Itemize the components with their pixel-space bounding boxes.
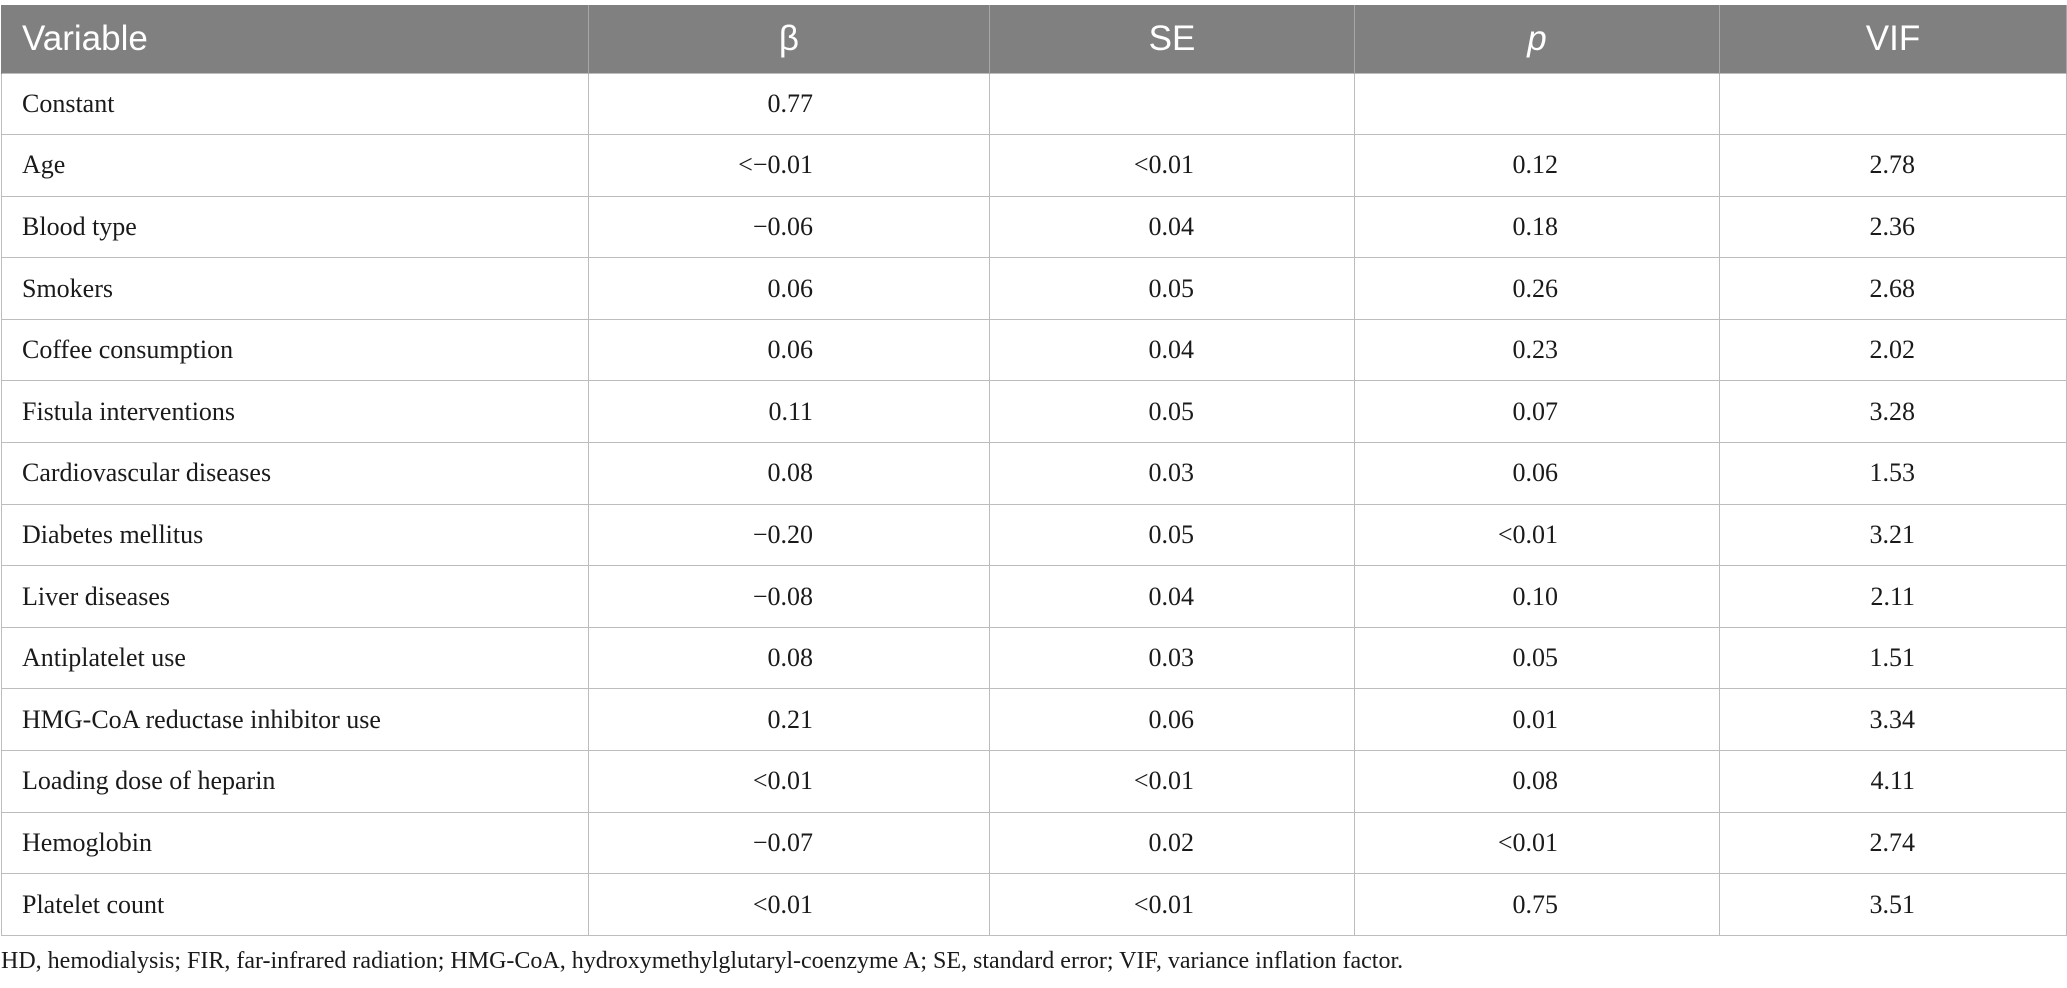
table-footnote: HD, hemodialysis; FIR, far-infrared radi… [1,948,1404,974]
cell-beta: 0.06 [588,257,990,320]
cell-p: <0.01 [1354,811,1720,875]
cell-vif: 3.34 [1719,688,2067,752]
cell-beta: <0.01 [588,873,990,936]
cell-variable: Loading dose of heparin [1,750,589,813]
cell-vif: 3.28 [1719,380,2067,444]
cell-se: 0.03 [989,626,1355,690]
cell-vif: 2.36 [1719,195,2067,259]
cell-se: 0.05 [989,257,1355,320]
header-beta: β [588,5,990,73]
cell-variable: Cardiovascular diseases [1,442,589,505]
table-body: Constant 0.77 Age <−0.01 <0.01 0.12 2.78… [1,72,2067,936]
cell-se: 0.06 [989,688,1355,752]
table-row: Liver diseases −0.08 0.04 0.10 2.11 [1,565,2067,628]
cell-p: <0.01 [1354,503,1720,567]
cell-p: 0.06 [1354,442,1720,505]
cell-beta: <0.01 [588,750,990,813]
cell-variable: Liver diseases [1,565,589,628]
cell-beta: 0.06 [588,318,990,382]
cell-se [989,72,1355,136]
cell-p: 0.26 [1354,257,1720,320]
cell-se: 0.04 [989,318,1355,382]
cell-beta: −0.06 [588,195,990,259]
cell-p: 0.23 [1354,318,1720,382]
cell-vif: 2.78 [1719,134,2067,197]
cell-beta: 0.21 [588,688,990,752]
cell-beta: 0.08 [588,442,990,505]
cell-variable: Hemoglobin [1,811,589,875]
cell-se: 0.04 [989,565,1355,628]
cell-variable: Platelet count [1,873,589,936]
cell-se: <0.01 [989,873,1355,936]
table-row: Diabetes mellitus −0.20 0.05 <0.01 3.21 [1,503,2067,567]
header-p: p [1354,5,1720,73]
cell-p: 0.18 [1354,195,1720,259]
table-row: Constant 0.77 [1,72,2067,136]
cell-variable: Diabetes mellitus [1,503,589,567]
cell-beta: −0.07 [588,811,990,875]
table-row: Cardiovascular diseases 0.08 0.03 0.06 1… [1,442,2067,505]
cell-variable: Antiplatelet use [1,626,589,690]
cell-beta: −0.08 [588,565,990,628]
cell-vif: 4.11 [1719,750,2067,813]
table-row: Platelet count <0.01 <0.01 0.75 3.51 [1,873,2067,936]
cell-vif: 1.53 [1719,442,2067,505]
cell-variable: Blood type [1,195,589,259]
cell-beta: 0.77 [588,72,990,136]
cell-variable: Smokers [1,257,589,320]
cell-vif: 2.68 [1719,257,2067,320]
header-variable: Variable [1,5,589,73]
cell-p [1354,72,1720,136]
cell-p: 0.01 [1354,688,1720,752]
table-row: Age <−0.01 <0.01 0.12 2.78 [1,134,2067,197]
table-row: Blood type −0.06 0.04 0.18 2.36 [1,195,2067,259]
table-row: Loading dose of heparin <0.01 <0.01 0.08… [1,750,2067,813]
cell-beta: 0.08 [588,626,990,690]
table-row: Antiplatelet use 0.08 0.03 0.05 1.51 [1,626,2067,690]
header-vif: VIF [1719,5,2067,73]
cell-p: 0.07 [1354,380,1720,444]
cell-variable: HMG-CoA reductase inhibitor use [1,688,589,752]
cell-variable: Fistula interventions [1,380,589,444]
cell-p: 0.05 [1354,626,1720,690]
cell-beta: 0.11 [588,380,990,444]
cell-p: 0.08 [1354,750,1720,813]
table-row: Smokers 0.06 0.05 0.26 2.68 [1,257,2067,320]
cell-se: <0.01 [989,134,1355,197]
cell-vif: 3.21 [1719,503,2067,567]
header-row: Variable β SE p VIF [1,5,2067,73]
table-row: HMG-CoA reductase inhibitor use 0.21 0.0… [1,688,2067,752]
cell-beta: <−0.01 [588,134,990,197]
table-row: Hemoglobin −0.07 0.02 <0.01 2.74 [1,811,2067,875]
cell-vif: 2.02 [1719,318,2067,382]
cell-p: 0.75 [1354,873,1720,936]
cell-variable: Constant [1,72,589,136]
cell-vif: 3.51 [1719,873,2067,936]
cell-se: 0.05 [989,380,1355,444]
cell-se: <0.01 [989,750,1355,813]
cell-p: 0.10 [1354,565,1720,628]
cell-vif [1719,72,2067,136]
cell-variable: Age [1,134,589,197]
cell-se: 0.02 [989,811,1355,875]
cell-variable: Coffee consumption [1,318,589,382]
header-se: SE [989,5,1355,73]
cell-se: 0.05 [989,503,1355,567]
cell-vif: 1.51 [1719,626,2067,690]
cell-vif: 2.74 [1719,811,2067,875]
regression-table: Variable β SE p VIF Constant 0.77 Age <−… [1,5,2067,936]
cell-beta: −0.20 [588,503,990,567]
cell-p: 0.12 [1354,134,1720,197]
cell-se: 0.03 [989,442,1355,505]
table-row: Coffee consumption 0.06 0.04 0.23 2.02 [1,318,2067,382]
cell-vif: 2.11 [1719,565,2067,628]
table-header: Variable β SE p VIF [1,5,2067,73]
cell-se: 0.04 [989,195,1355,259]
table-row: Fistula interventions 0.11 0.05 0.07 3.2… [1,380,2067,444]
